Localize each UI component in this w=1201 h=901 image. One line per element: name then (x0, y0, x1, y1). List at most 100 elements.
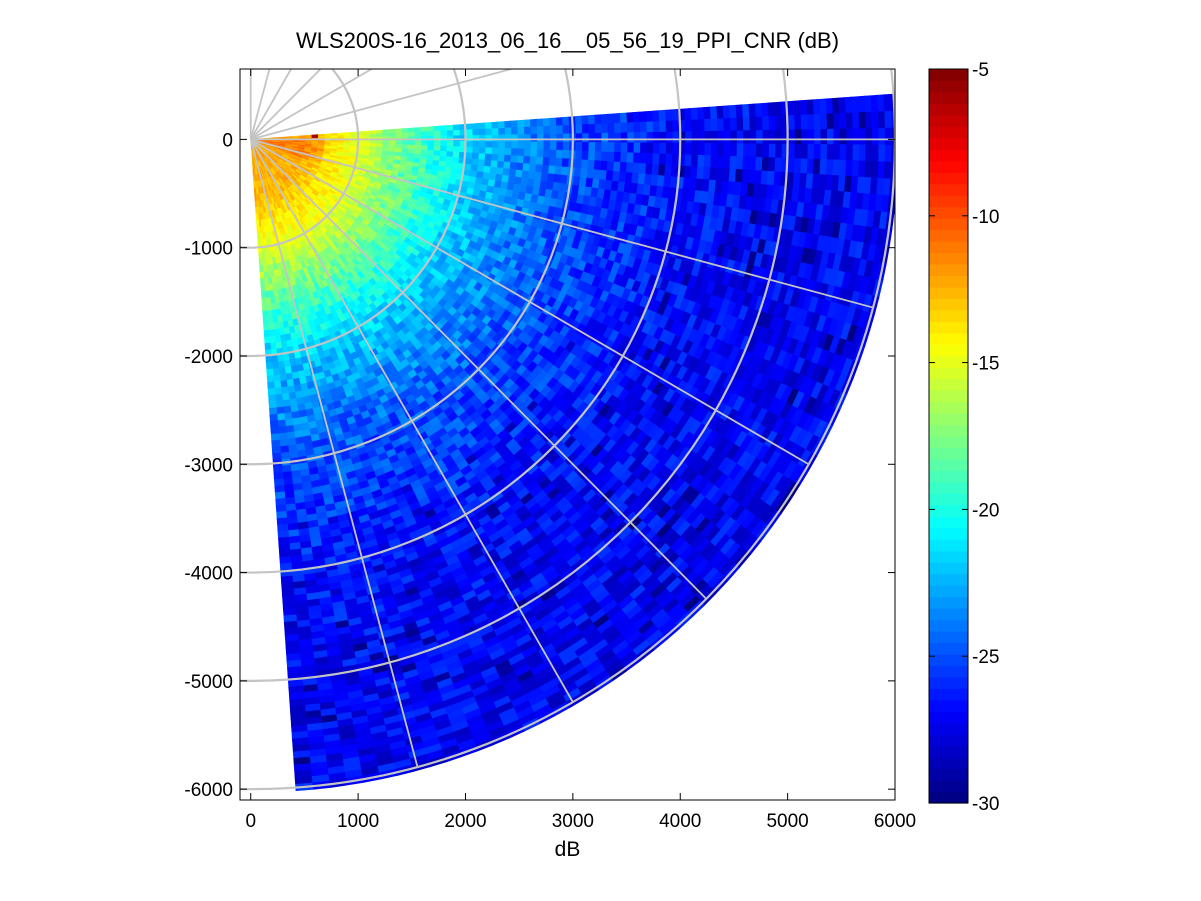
heatmap-cell (498, 127, 506, 136)
heatmap-cell (754, 103, 763, 118)
heatmap-cell (523, 119, 532, 128)
heatmap-cell (646, 121, 654, 133)
heatmap-cell (595, 132, 603, 143)
heatmap-cell (870, 160, 879, 179)
heatmap-cell (729, 117, 738, 132)
heatmap-cell (730, 143, 738, 157)
heatmap-cell (813, 158, 821, 175)
heatmap-cell (614, 132, 622, 144)
heatmap-cell (465, 152, 473, 160)
heatmap-cell (593, 160, 602, 171)
heatmap-cell (581, 141, 590, 152)
heatmap-cell (884, 127, 893, 146)
heatmap-cell (452, 151, 461, 159)
heatmap-cell (420, 145, 429, 151)
heatmap-cell (801, 129, 809, 145)
heatmap-cell (575, 133, 583, 143)
heatmap-cell (839, 144, 848, 161)
heatmap-cell (369, 133, 377, 138)
heatmap-cell (587, 114, 596, 125)
heatmap-cell (832, 113, 841, 130)
heatmap-cell (516, 155, 525, 164)
heatmap-cell (401, 140, 409, 146)
heatmap-cell (813, 144, 822, 160)
heatmap-cell (588, 132, 596, 143)
heatmap-cell (723, 130, 732, 144)
heatmap-cell (395, 140, 403, 146)
heatmap-cell (703, 155, 712, 169)
heatmap-cell (613, 151, 622, 163)
heatmap-cell (639, 152, 648, 165)
heatmap-cell (466, 135, 474, 142)
heatmap-cell (633, 142, 641, 154)
heatmap-cell (852, 128, 860, 146)
heatmap-cell (664, 109, 673, 122)
heatmap-cell (472, 140, 480, 148)
heatmap-cell (761, 157, 770, 172)
heatmap-cell (851, 160, 860, 178)
heatmap-cell (523, 148, 532, 157)
heatmap-cell (639, 142, 648, 154)
heatmap-cell (749, 143, 757, 158)
heatmap-cell (735, 104, 744, 119)
heatmap-cell (511, 134, 519, 142)
heatmap-cell (511, 141, 519, 150)
heatmap-cell (498, 134, 506, 142)
heatmap-cell (794, 114, 802, 131)
heatmap-cell (414, 127, 422, 133)
heatmap-cell (858, 111, 867, 130)
heatmap-cell (478, 153, 486, 161)
heatmap-cell (710, 130, 719, 144)
heatmap-cell (440, 140, 448, 147)
heatmap-cell (600, 151, 609, 162)
heatmap-cell (768, 129, 777, 145)
heatmap-cell (640, 132, 648, 144)
heatmap-cell (633, 121, 641, 133)
heatmap-cell (728, 168, 737, 183)
heatmap-cell (619, 112, 628, 124)
heatmap-cell (420, 126, 429, 133)
heatmap-cell (440, 145, 448, 152)
heatmap-cells (250, 93, 895, 792)
heatmap-cell (729, 155, 738, 170)
heatmap-cell (820, 128, 828, 145)
heatmap-cell (884, 144, 893, 163)
heatmap-cell (587, 150, 596, 161)
heatmap-cell (594, 114, 602, 125)
heatmap-cell (369, 130, 377, 135)
heatmap-cell (645, 163, 654, 176)
heatmap-cell (549, 141, 558, 151)
heatmap-cell (562, 133, 570, 143)
heatmap-cell (504, 141, 513, 149)
heatmap-cell (549, 117, 557, 127)
heatmap-cell (599, 169, 608, 181)
heatmap-cell (516, 162, 524, 172)
heatmap-cell (633, 132, 641, 144)
heatmap-cell (646, 142, 654, 154)
heatmap-cell (433, 145, 442, 152)
heatmap-cell (846, 128, 854, 146)
heatmap-cell (652, 153, 660, 165)
heatmap-cell (871, 111, 880, 129)
heatmap-cell (742, 143, 751, 158)
heatmap-cell (560, 166, 569, 177)
heatmap-cell (363, 140, 371, 144)
heatmap-cell (638, 163, 647, 175)
heatmap-cell (543, 125, 551, 135)
heatmap-cell (517, 141, 525, 150)
heatmap-cell (710, 155, 718, 169)
heatmap-cell (496, 160, 505, 169)
heatmap-cell (489, 166, 498, 175)
heatmap-cell (517, 148, 525, 157)
heatmap-cell (556, 141, 564, 151)
heatmap-cell (696, 166, 705, 180)
heatmap-cell (466, 129, 474, 136)
heatmap-cell (562, 125, 570, 135)
heatmap-cell (877, 161, 886, 179)
heatmap-cell (510, 155, 518, 164)
heatmap-cell (697, 154, 706, 168)
heatmap-cell (839, 128, 848, 145)
heatmap-cell (793, 100, 802, 116)
heatmap-cell (697, 107, 705, 121)
